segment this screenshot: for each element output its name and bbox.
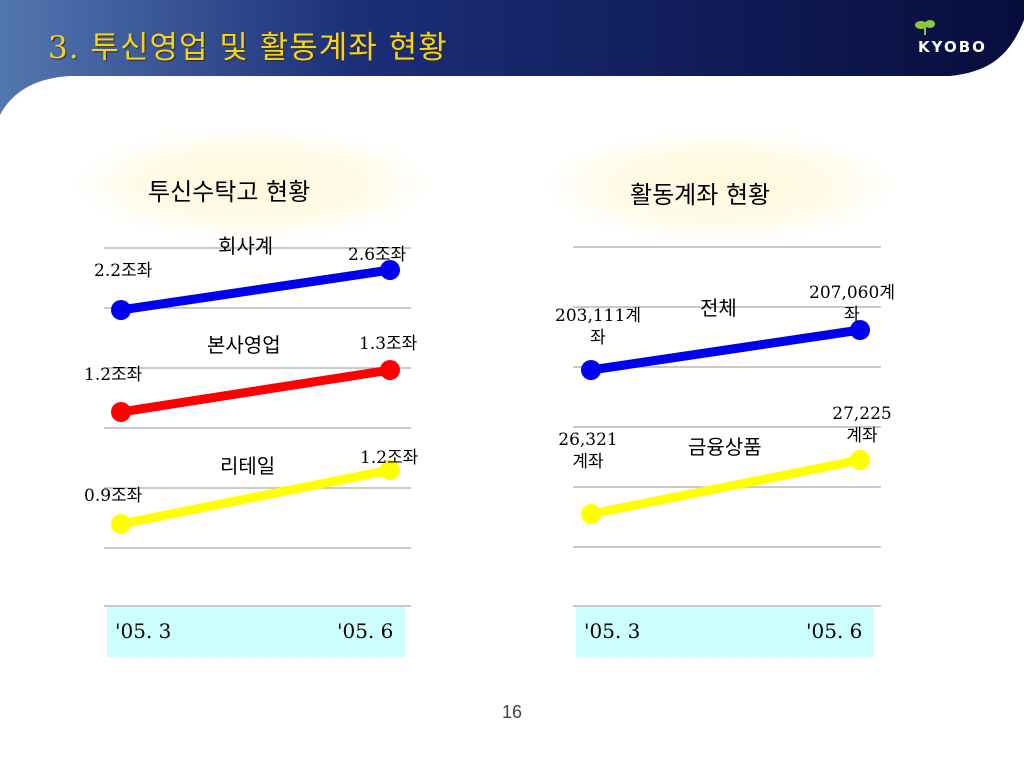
- data-point: [380, 460, 400, 480]
- right-panel-title: 활동계좌 현황: [630, 181, 771, 209]
- right-axis-label-start: '05. 3: [584, 619, 641, 643]
- data-point: [581, 360, 601, 380]
- value-label-financial-start: 26,321 계좌: [548, 429, 628, 473]
- logo-text: KYOBO: [918, 38, 987, 56]
- data-point: [380, 260, 400, 280]
- value-label-total-start: 203,111계 좌: [548, 305, 648, 349]
- data-point: [111, 300, 131, 320]
- data-point: [380, 360, 400, 380]
- header-banner: 3. 투신영업 및 활동계좌 현황 KYOBO: [0, 0, 1024, 115]
- data-point: [850, 320, 870, 340]
- series-label-retail: 리테일: [220, 454, 276, 478]
- value-label-company-end: 2.6조좌: [348, 245, 407, 265]
- page-title: 3. 투신영업 및 활동계좌 현황: [48, 30, 448, 66]
- data-point: [850, 450, 870, 470]
- data-point: [581, 504, 601, 524]
- value-label-total-end-text: 207,060계 좌: [809, 283, 895, 325]
- left-panel-title-glow: [75, 128, 430, 240]
- series-label-hq-sales: 본사영업: [207, 333, 281, 357]
- left-panel-title: 투신수탁고 현황: [148, 178, 311, 206]
- value-label-total-start-text: 203,111계 좌: [555, 306, 641, 348]
- right-panel-title-glow: [545, 130, 895, 242]
- series-line: [116, 365, 395, 417]
- value-label-total-end: 207,060계 좌: [802, 282, 902, 326]
- value-label-financial-start-text: 26,321 계좌: [558, 430, 618, 472]
- left-axis-labels: '05. 3 '05. 6: [107, 607, 405, 657]
- series-label-total-accounts: 전체: [700, 296, 737, 320]
- series-line: [116, 265, 395, 315]
- value-label-company-start: 2.2조좌: [94, 261, 153, 281]
- kyobo-logo: KYOBO: [914, 18, 994, 58]
- value-label-financial-end-text: 27,225 계좌: [832, 404, 892, 446]
- sprout-icon: [915, 20, 935, 35]
- page-number: 16: [501, 702, 523, 722]
- series-label-financial-products: 금융상품: [688, 435, 762, 459]
- left-axis-label-end: '05. 6: [337, 619, 394, 643]
- data-point: [111, 402, 131, 422]
- header-background: [0, 0, 1024, 115]
- value-label-hq-start: 1.2조좌: [84, 365, 143, 385]
- series-label-company-total: 회사계: [218, 234, 274, 258]
- value-label-retail-end: 1.2조좌: [360, 448, 419, 468]
- value-label-retail-start: 0.9조좌: [84, 486, 143, 506]
- series-line: [586, 455, 865, 519]
- right-axis-label-end: '05. 6: [806, 619, 863, 643]
- left-axis-label-start: '05. 3: [115, 619, 172, 643]
- right-axis-labels: '05. 3 '05. 6: [576, 607, 874, 657]
- data-point: [111, 514, 131, 534]
- series-line: [586, 325, 865, 375]
- value-label-financial-end: 27,225 계좌: [822, 403, 902, 447]
- series-line: [116, 465, 395, 529]
- value-label-hq-end: 1.3조좌: [359, 334, 418, 354]
